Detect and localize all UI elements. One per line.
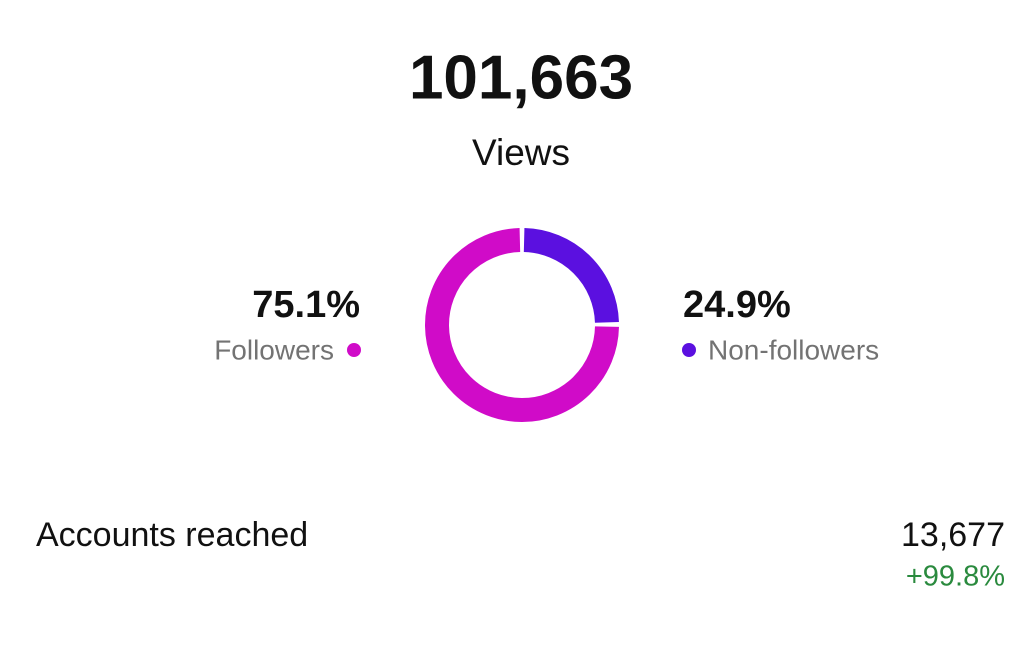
- donut-segment: [523, 228, 619, 324]
- metric-value: 13,677: [901, 516, 1005, 554]
- legend-dot: [347, 343, 361, 357]
- legend-label: Followers: [214, 334, 334, 365]
- percent-label: 75.1%: [252, 284, 360, 326]
- total-label: Views: [472, 132, 570, 173]
- metric-label: Accounts reached: [36, 516, 308, 554]
- metric-change: +99.8%: [906, 561, 1005, 593]
- legend-dot: [682, 343, 696, 357]
- percent-label: 24.9%: [683, 284, 791, 326]
- legend-label: Non-followers: [708, 334, 879, 365]
- donut-segment: [425, 228, 619, 422]
- total-value: 101,663: [409, 43, 633, 112]
